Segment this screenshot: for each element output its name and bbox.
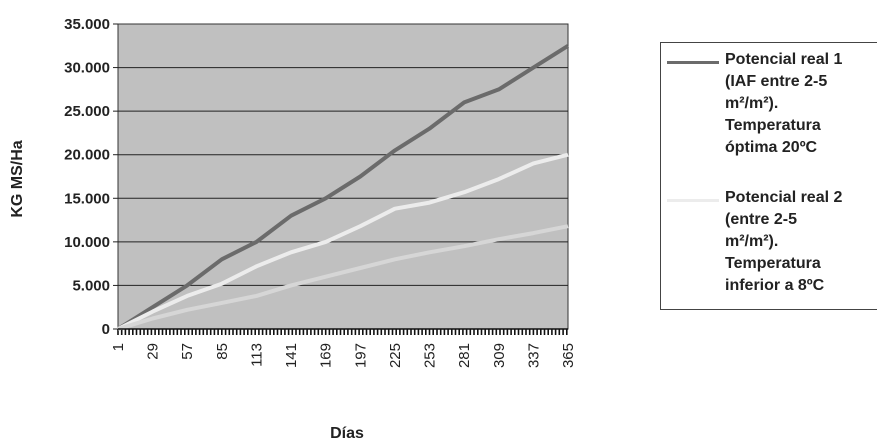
y-tick-label: 10.000 <box>64 234 110 251</box>
x-tick-label: 169 <box>318 343 335 368</box>
y-axis-title: KG MS/Ha <box>9 140 26 217</box>
x-minor-ticks <box>117 329 568 335</box>
legend-swatch-series-2 <box>667 199 719 202</box>
y-tick-label: 0 <box>102 321 110 338</box>
y-tick-label: 20.000 <box>64 147 110 164</box>
x-tick-label: 337 <box>525 343 542 368</box>
x-tick-label: 29 <box>145 343 162 360</box>
x-tick-label: 309 <box>491 343 508 368</box>
y-tick-label: 15.000 <box>64 190 110 207</box>
x-tick-label: 1 <box>110 343 127 351</box>
x-tick-label: 113 <box>248 343 265 367</box>
legend: Potencial real 1 (IAF entre 2-5 m²/m²). … <box>660 42 877 310</box>
x-tick-label: 365 <box>560 343 577 368</box>
series-line-2 <box>117 152 569 331</box>
x-tick-label: 281 <box>456 343 473 368</box>
x-tick-label: 253 <box>422 343 439 368</box>
legend-swatch-series-1 <box>667 61 719 64</box>
plot-area <box>117 23 569 330</box>
x-tick-label: 85 <box>214 343 231 360</box>
legend-label-series-2: Potencial real 2 (entre 2-5 m²/m²). Temp… <box>725 189 843 294</box>
x-tick-label: 141 <box>283 343 300 368</box>
x-tick-label: 57 <box>179 343 196 360</box>
x-tick-label: 225 <box>387 343 404 368</box>
legend-label-series-1: Potencial real 1 (IAF entre 2-5 m²/m²). … <box>725 51 843 156</box>
series-line-3 <box>117 224 569 331</box>
y-tick-label: 35.000 <box>64 16 110 33</box>
x-tick-label: 197 <box>352 343 369 368</box>
x-axis-title: Días <box>330 425 364 442</box>
y-tick-label: 5.000 <box>72 277 110 294</box>
series-line-1 <box>116 44 570 331</box>
y-tick-label: 25.000 <box>64 103 110 120</box>
y-tick-label: 30.000 <box>64 60 110 77</box>
